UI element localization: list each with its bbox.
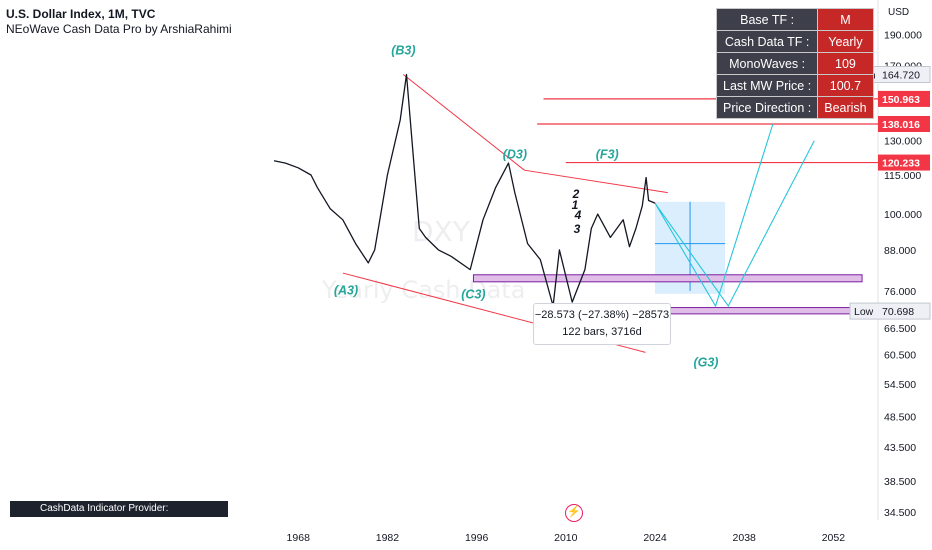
sub-wave-label: 4 (574, 208, 582, 222)
info-value: M (817, 8, 874, 31)
y-tick-label: 43.500 (884, 442, 916, 454)
projection-path (654, 123, 774, 308)
chart-header: U.S. Dollar Index, 1M, TVC NEoWave Cash … (6, 7, 232, 37)
info-key: MonoWaves : (715, 52, 819, 75)
trendline (403, 74, 525, 171)
projection-path (654, 140, 815, 308)
x-tick-label: 2024 (643, 532, 667, 544)
lightning-icon[interactable]: ⚡ (565, 504, 583, 522)
info-value: 100.7 (817, 74, 874, 97)
low-tag (849, 302, 931, 320)
price-level-label: 138.016 (882, 119, 920, 131)
y-tick-label: 34.500 (884, 507, 916, 519)
indicator-name: NEoWave Cash Data Pro by ArshiaRahimi (6, 22, 232, 36)
info-row: MonoWaves : 109 (715, 52, 874, 75)
x-tick-label: 1968 (287, 532, 311, 544)
price-level-label: 120.233 (882, 158, 920, 170)
x-tick-label: 2038 (733, 532, 757, 544)
y-tick-label: 130.000 (884, 136, 922, 148)
wave-label: (A3) (334, 284, 358, 298)
y-tick-label: 48.500 (884, 412, 916, 424)
info-value: 109 (817, 52, 874, 75)
measure-tooltip: −28.573 (−27.38%) −28573 122 bars, 3716d (533, 303, 671, 345)
y-tick-label: 54.500 (884, 379, 916, 391)
x-tick-label: 2052 (822, 532, 846, 544)
info-key: Base TF : (715, 8, 819, 31)
wave-label: (G3) (693, 355, 718, 369)
y-tick-label: 88.000 (884, 245, 916, 257)
y-tick-label: 38.500 (884, 476, 916, 488)
wave-label: (F3) (596, 147, 619, 161)
price-level-tag (878, 154, 930, 171)
y-tick-label: 100.000 (884, 209, 922, 221)
x-tick-label: 2010 (554, 532, 578, 544)
wave-label: (D3) (503, 147, 527, 161)
info-row: Base TF : M (715, 8, 874, 31)
y-tick-label: 76.000 (884, 286, 916, 298)
price-level-tag (878, 115, 930, 132)
info-value: Bearish (817, 96, 874, 119)
support-zone-upper (472, 274, 863, 283)
y-tick-label: 66.500 (884, 323, 916, 335)
info-key: Cash Data TF : (715, 30, 819, 53)
info-row: Price Direction : Bearish (715, 96, 874, 119)
wave-label: (C3) (461, 287, 485, 301)
info-key: Last MW Price : (715, 74, 819, 97)
low-tag-label: Low (854, 306, 874, 318)
y-tick-label: 115.000 (884, 170, 921, 182)
sub-wave-label: 3 (574, 222, 581, 236)
info-row: Cash Data TF : Yearly (715, 30, 874, 53)
currency-label: USD (888, 7, 910, 18)
info-row: Last MW Price : 100.7 (715, 74, 874, 97)
provider-banner: CashData Indicator Provider: iranneowave… (10, 501, 228, 530)
x-tick-label: 1982 (376, 532, 400, 544)
low-tag-value: 70.698 (882, 306, 914, 318)
info-key: Price Direction : (715, 96, 819, 119)
wave-label: (B3) (391, 43, 415, 57)
sub-wave-label: 2 (572, 187, 580, 201)
info-table: Base TF : M Cash Data TF : Yearly MonoWa… (715, 8, 874, 119)
y-tick-label: 190.000 (884, 30, 922, 42)
price-line (273, 73, 656, 307)
measure-duration: 122 bars, 3716d (562, 326, 642, 338)
price-level-label: 150.963 (882, 94, 920, 106)
sub-wave-label: 1 (572, 198, 579, 212)
high-tag-value: 164.720 (882, 70, 920, 82)
price-level-tag (878, 90, 930, 107)
chart-title: U.S. Dollar Index, 1M, TVC (6, 7, 156, 21)
info-value: Yearly (817, 30, 874, 53)
trendline (524, 169, 668, 194)
measure-change: −28.573 (−27.38%) −28573 (534, 309, 670, 321)
x-tick-label: 1996 (465, 532, 489, 544)
y-tick-label: 60.500 (884, 350, 916, 362)
